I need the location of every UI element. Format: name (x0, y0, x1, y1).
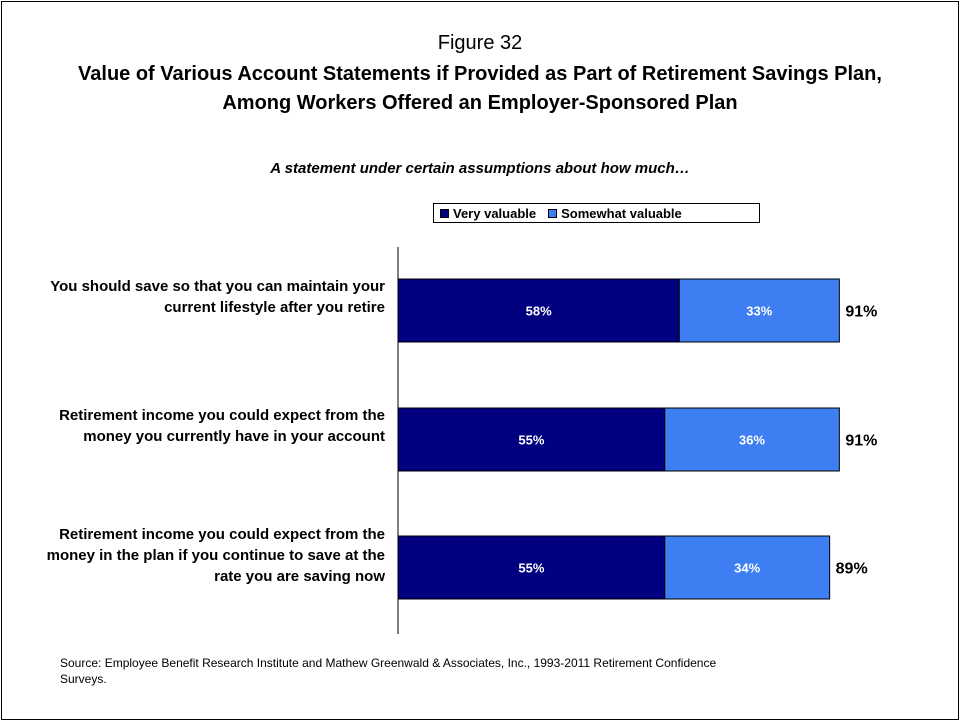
data-label-somewhat-valuable-current-account: 36% (739, 433, 765, 448)
data-label-very-valuable-lifestyle: 58% (526, 304, 552, 319)
data-label-somewhat-valuable-lifestyle: 33% (746, 304, 772, 319)
data-label-very-valuable-current-account: 55% (518, 433, 544, 448)
total-label-current-account: 91% (845, 433, 877, 450)
source-note: Source: Employee Benefit Research Instit… (60, 655, 760, 687)
data-label-very-valuable-continue-saving: 55% (518, 561, 544, 576)
total-label-lifestyle: 91% (845, 304, 877, 321)
total-label-continue-saving: 89% (836, 561, 868, 578)
data-label-somewhat-valuable-continue-saving: 34% (734, 561, 760, 576)
